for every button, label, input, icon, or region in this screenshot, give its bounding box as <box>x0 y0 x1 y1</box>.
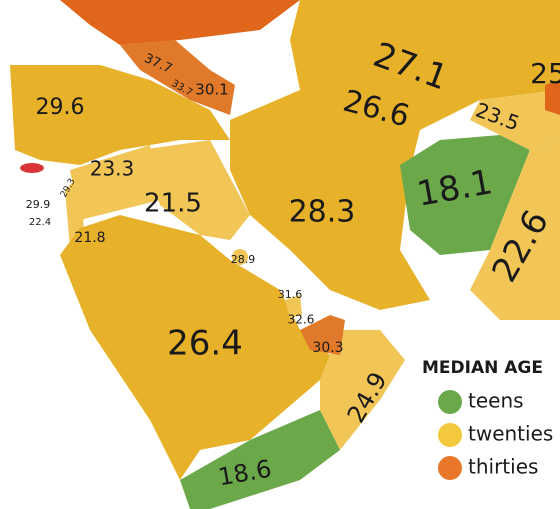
region <box>545 80 560 115</box>
region <box>70 145 160 220</box>
region <box>10 65 230 165</box>
region <box>20 163 44 173</box>
region <box>60 0 300 45</box>
legend-swatch <box>438 390 462 414</box>
region-label: 31.6 <box>278 288 303 301</box>
region <box>470 90 560 150</box>
region <box>230 90 430 310</box>
legend-title: MEDIAN AGE <box>422 358 543 378</box>
region <box>470 140 560 320</box>
region-label: 23.3 <box>90 157 135 181</box>
legend-swatch <box>438 423 462 447</box>
legend-swatch <box>438 456 462 480</box>
region-label: 32.6 <box>288 313 315 327</box>
region <box>180 410 340 509</box>
region-label: 29.9 <box>26 198 51 211</box>
region-label: 29.6 <box>36 95 85 120</box>
region <box>120 40 235 115</box>
region <box>290 0 560 130</box>
region-label: 26.4 <box>167 324 243 364</box>
legend-label: twenties <box>468 422 553 446</box>
region-label: 25 <box>530 57 560 90</box>
region-label: 30.1 <box>195 81 228 99</box>
region <box>232 249 248 265</box>
region-label: 30.3 <box>312 340 343 356</box>
region-label: 21.8 <box>74 230 105 246</box>
region <box>285 295 302 318</box>
region-label: 21.5 <box>144 189 202 219</box>
region-label: 22.4 <box>29 217 51 228</box>
legend-label: thirties <box>468 455 538 479</box>
region <box>400 135 530 255</box>
region <box>300 315 345 355</box>
legend-label: teens <box>468 389 524 413</box>
region <box>320 330 405 450</box>
region-label: 28.3 <box>289 195 356 230</box>
region <box>60 215 330 480</box>
region-label: 28.9 <box>231 253 256 266</box>
region <box>140 140 250 240</box>
